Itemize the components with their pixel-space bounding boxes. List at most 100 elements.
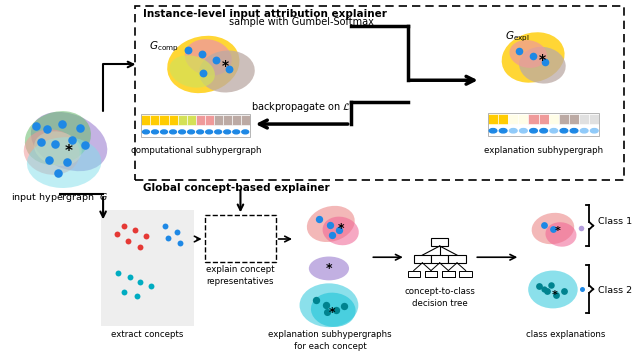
Bar bbox=[241, 115, 250, 125]
Bar bbox=[101, 210, 194, 326]
Circle shape bbox=[143, 130, 149, 134]
Point bbox=[559, 288, 569, 293]
Text: explain concept
representatives: explain concept representatives bbox=[206, 265, 275, 286]
Ellipse shape bbox=[24, 129, 80, 175]
Bar bbox=[569, 114, 579, 124]
Point bbox=[311, 297, 321, 303]
Circle shape bbox=[242, 130, 249, 134]
Bar bbox=[168, 115, 177, 125]
Point bbox=[538, 286, 548, 292]
Bar bbox=[460, 271, 472, 277]
Text: extract concepts: extract concepts bbox=[111, 330, 184, 339]
Bar bbox=[141, 114, 250, 137]
Point bbox=[331, 307, 341, 313]
Ellipse shape bbox=[323, 217, 359, 245]
Point bbox=[321, 302, 331, 308]
Ellipse shape bbox=[199, 50, 255, 92]
Circle shape bbox=[161, 130, 168, 134]
Bar bbox=[449, 255, 466, 263]
Text: $G_\mathrm{comp}$: $G_\mathrm{comp}$ bbox=[149, 40, 179, 54]
Point bbox=[577, 287, 587, 292]
Bar bbox=[150, 115, 159, 125]
Text: *: * bbox=[329, 306, 335, 319]
Point bbox=[62, 159, 72, 165]
Circle shape bbox=[499, 129, 507, 133]
Point bbox=[575, 226, 586, 231]
Bar bbox=[205, 115, 214, 125]
Bar bbox=[431, 238, 449, 246]
Ellipse shape bbox=[309, 257, 349, 280]
Point bbox=[538, 222, 548, 228]
Point bbox=[339, 303, 349, 308]
Point bbox=[57, 121, 67, 127]
Point bbox=[50, 141, 60, 147]
Ellipse shape bbox=[528, 271, 578, 308]
Text: class explanations: class explanations bbox=[525, 330, 605, 339]
Bar bbox=[488, 114, 498, 124]
Text: *: * bbox=[539, 53, 546, 67]
Text: backpropagate on $\mathcal{L}$: backpropagate on $\mathcal{L}$ bbox=[251, 100, 351, 114]
Point bbox=[540, 59, 550, 65]
Circle shape bbox=[224, 130, 230, 134]
Circle shape bbox=[520, 129, 527, 133]
Text: Class 2: Class 2 bbox=[598, 286, 632, 295]
Text: computational subhypergraph: computational subhypergraph bbox=[131, 146, 261, 155]
Circle shape bbox=[509, 129, 517, 133]
Circle shape bbox=[550, 129, 557, 133]
Text: explanation subhypergraphs
for each concept: explanation subhypergraphs for each conc… bbox=[268, 330, 392, 351]
Text: Global concept-based explainer: Global concept-based explainer bbox=[143, 183, 330, 193]
Point bbox=[79, 142, 90, 148]
Point bbox=[548, 226, 558, 232]
Text: sample with Gumbel-Softmax: sample with Gumbel-Softmax bbox=[228, 17, 374, 27]
Point bbox=[546, 282, 556, 287]
Bar bbox=[177, 115, 187, 125]
Circle shape bbox=[215, 130, 221, 134]
Ellipse shape bbox=[167, 36, 239, 93]
Ellipse shape bbox=[519, 47, 566, 84]
Ellipse shape bbox=[532, 213, 574, 244]
Text: Instance-level input attribution explainer: Instance-level input attribution explain… bbox=[143, 9, 387, 19]
Ellipse shape bbox=[34, 131, 82, 166]
Point bbox=[113, 270, 123, 276]
Ellipse shape bbox=[25, 111, 91, 165]
Point bbox=[551, 292, 561, 298]
Text: $G_\mathrm{expl}$: $G_\mathrm{expl}$ bbox=[506, 30, 530, 44]
Bar bbox=[508, 114, 518, 124]
Point bbox=[322, 309, 332, 315]
Bar bbox=[141, 115, 150, 125]
Circle shape bbox=[530, 129, 538, 133]
Bar bbox=[425, 271, 437, 277]
Ellipse shape bbox=[170, 55, 215, 88]
Point bbox=[542, 288, 552, 293]
Circle shape bbox=[152, 130, 159, 134]
Bar bbox=[408, 271, 420, 277]
Ellipse shape bbox=[509, 40, 547, 68]
Text: input hypergraph  $G$: input hypergraph $G$ bbox=[11, 191, 109, 203]
Ellipse shape bbox=[185, 39, 232, 76]
Point bbox=[119, 223, 129, 228]
Bar bbox=[442, 271, 454, 277]
Point bbox=[314, 217, 324, 222]
Point bbox=[36, 140, 46, 145]
Point bbox=[67, 137, 77, 143]
Text: *: * bbox=[338, 222, 344, 235]
Ellipse shape bbox=[307, 206, 355, 242]
Point bbox=[123, 238, 133, 244]
Bar bbox=[548, 114, 559, 124]
Text: *: * bbox=[552, 290, 557, 300]
Point bbox=[52, 170, 63, 176]
Bar bbox=[518, 114, 529, 124]
Point bbox=[31, 123, 42, 129]
Point bbox=[125, 274, 136, 280]
Point bbox=[74, 125, 84, 130]
Text: *: * bbox=[221, 59, 228, 73]
Text: Class 1: Class 1 bbox=[598, 217, 632, 226]
Bar bbox=[223, 115, 232, 125]
Ellipse shape bbox=[502, 32, 564, 83]
Text: *: * bbox=[554, 226, 560, 236]
Point bbox=[131, 293, 141, 299]
Ellipse shape bbox=[545, 222, 577, 247]
Point bbox=[198, 70, 209, 76]
Point bbox=[175, 240, 185, 245]
Point bbox=[135, 244, 145, 250]
